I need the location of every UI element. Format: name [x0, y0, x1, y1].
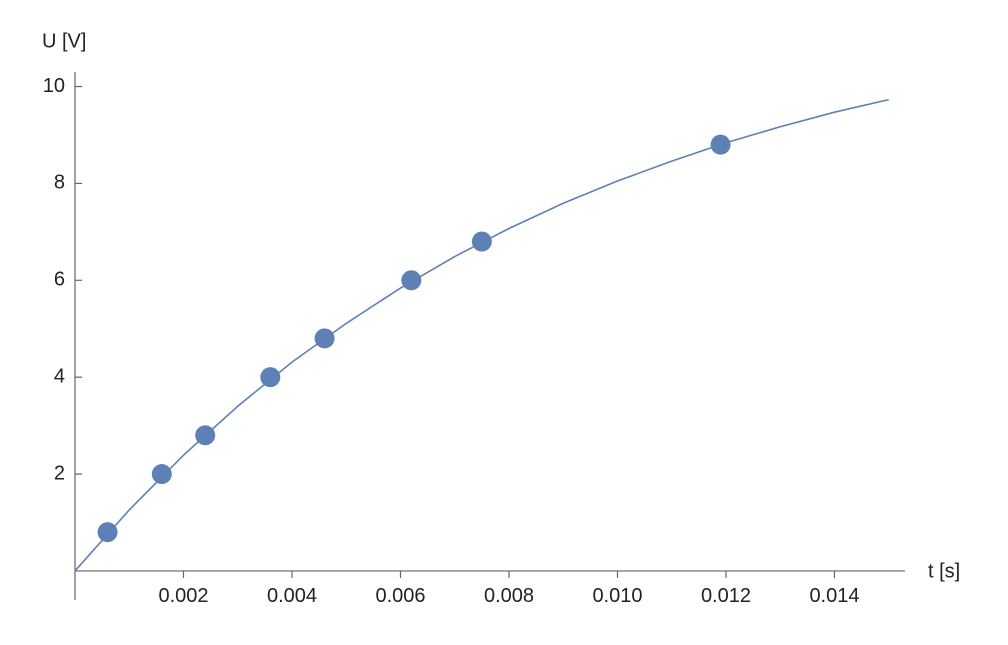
data-point [314, 328, 335, 349]
data-point [401, 270, 422, 291]
data-point [260, 367, 281, 388]
x-tick-label: 0.012 [701, 585, 751, 607]
x-tick-label: 0.008 [484, 585, 534, 607]
x-tick-label: 0.004 [267, 585, 317, 607]
data-point [471, 231, 492, 252]
y-tick-label: 4 [54, 365, 65, 387]
data-point [195, 425, 216, 446]
y-tick-label: 8 [54, 172, 65, 194]
y-tick-label: 10 [43, 75, 65, 97]
x-tick-label: 0.010 [592, 585, 642, 607]
x-tick-label: 0.014 [809, 585, 859, 607]
x-tick-label: 0.006 [375, 585, 425, 607]
fit-curve [74, 98, 889, 572]
x-tick-label: 0.002 [158, 585, 208, 607]
data-point [97, 522, 118, 543]
y-tick-label: 6 [54, 269, 65, 291]
x-axis-label: t [s] [928, 560, 960, 582]
data-point [151, 464, 172, 485]
y-axis-label: U [V] [42, 30, 86, 52]
y-tick-label: 2 [54, 462, 65, 484]
data-point [710, 134, 731, 155]
